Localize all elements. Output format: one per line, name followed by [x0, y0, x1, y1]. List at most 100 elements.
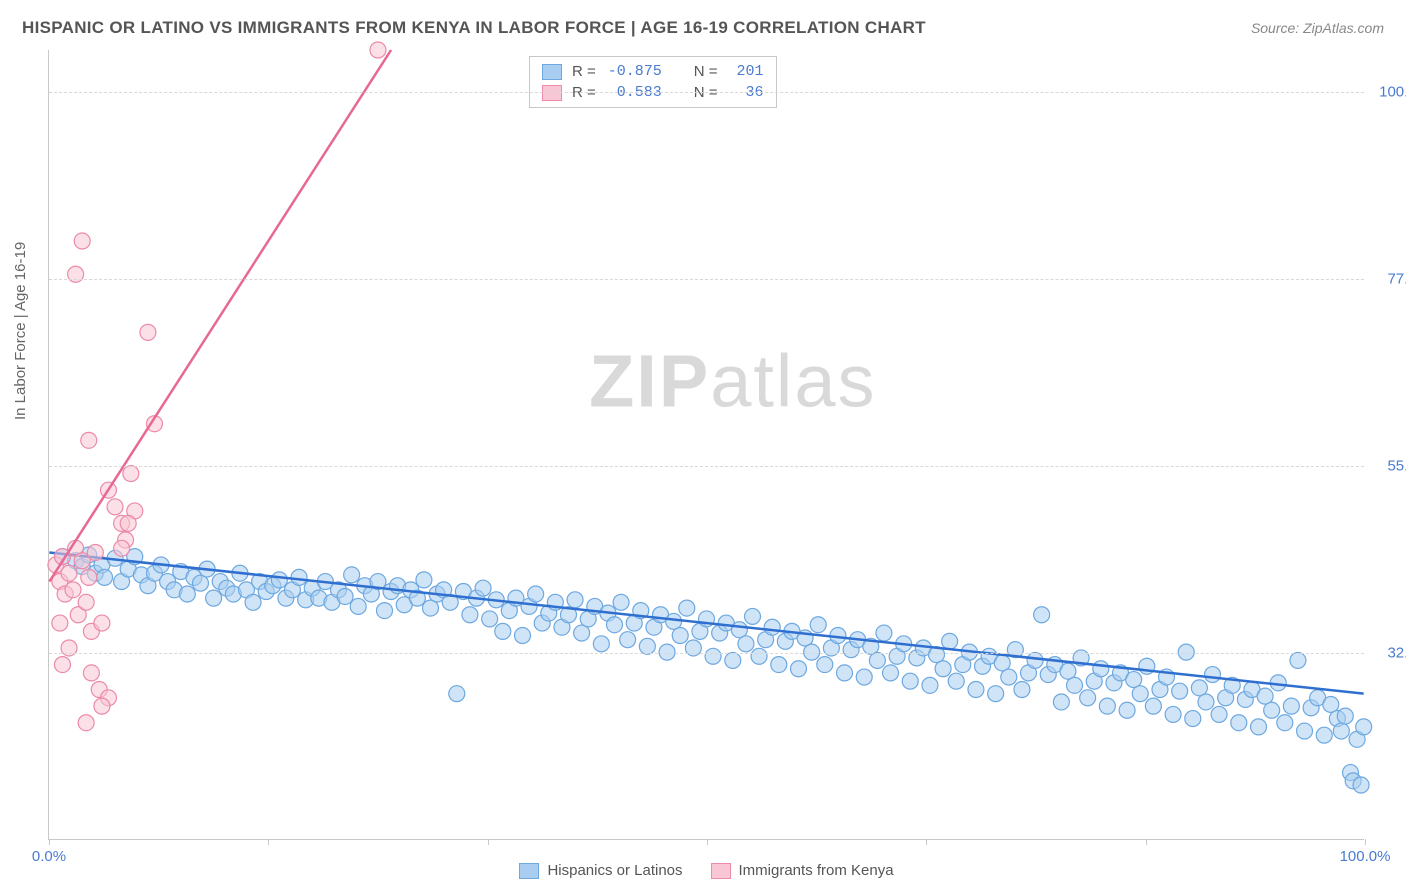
data-point: [1231, 715, 1247, 731]
data-point: [1353, 777, 1369, 793]
data-point: [810, 617, 826, 633]
data-point: [1172, 683, 1188, 699]
x-tick-label: 0.0%: [32, 848, 66, 865]
legend-r-value: -0.875: [606, 63, 662, 80]
data-point: [1290, 652, 1306, 668]
data-point: [620, 632, 636, 648]
data-point: [350, 598, 366, 614]
data-point: [416, 572, 432, 588]
data-point: [679, 600, 695, 616]
data-point: [725, 652, 741, 668]
data-point: [344, 567, 360, 583]
y-tick-label: 100.0%: [1370, 83, 1406, 100]
data-point: [449, 686, 465, 702]
data-point: [462, 607, 478, 623]
trend-line: [49, 50, 391, 582]
legend-label: Hispanics or Latinos: [547, 862, 682, 879]
data-point: [337, 588, 353, 604]
chart-title: HISPANIC OR LATINO VS IMMIGRANTS FROM KE…: [22, 18, 926, 38]
data-point: [705, 648, 721, 664]
data-point: [1337, 708, 1353, 724]
x-tick: [707, 839, 708, 845]
data-point: [1356, 719, 1372, 735]
data-point: [94, 698, 110, 714]
data-point: [837, 665, 853, 681]
data-point: [245, 594, 261, 610]
legend-r-label: R =: [572, 63, 596, 80]
data-point: [61, 565, 77, 581]
data-point: [876, 625, 892, 641]
data-point: [1185, 711, 1201, 727]
data-point: [968, 682, 984, 698]
data-point: [1264, 702, 1280, 718]
gridline: [49, 653, 1364, 654]
data-point: [78, 715, 94, 731]
data-point: [1251, 719, 1267, 735]
data-point: [83, 665, 99, 681]
data-point: [1080, 690, 1096, 706]
data-point: [81, 432, 97, 448]
y-tick-label: 77.5%: [1370, 270, 1406, 287]
x-tick-label: 100.0%: [1340, 848, 1391, 865]
data-point: [94, 615, 110, 631]
data-point: [567, 592, 583, 608]
data-point: [271, 572, 287, 588]
data-point: [771, 657, 787, 673]
data-point: [1093, 661, 1109, 677]
data-point: [751, 648, 767, 664]
title-bar: HISPANIC OR LATINO VS IMMIGRANTS FROM KE…: [22, 18, 1384, 38]
legend-stats-box: R =-0.875N =201R = 0.583N = 36: [529, 56, 777, 108]
data-point: [87, 544, 103, 560]
data-point: [738, 636, 754, 652]
data-point: [764, 619, 780, 635]
legend-swatch: [542, 64, 562, 80]
trend-line: [49, 552, 1363, 693]
data-point: [1297, 723, 1313, 739]
data-point: [902, 673, 918, 689]
x-tick: [488, 839, 489, 845]
data-point: [123, 466, 139, 482]
data-point: [74, 233, 90, 249]
plot-area: ZIPatlas R =-0.875N =201R = 0.583N = 36 …: [48, 50, 1364, 840]
data-point: [1099, 698, 1115, 714]
data-point: [1211, 706, 1227, 722]
data-point: [817, 657, 833, 673]
data-point: [1034, 607, 1050, 623]
chart-svg: [49, 50, 1364, 839]
data-point: [869, 652, 885, 668]
data-point: [1132, 686, 1148, 702]
data-point: [1001, 669, 1017, 685]
data-point: [1277, 715, 1293, 731]
data-point: [68, 266, 84, 282]
data-point: [935, 661, 951, 677]
data-point: [1205, 667, 1221, 683]
data-point: [528, 586, 544, 602]
gridline: [49, 466, 1364, 467]
data-point: [291, 569, 307, 585]
y-tick-label: 32.5%: [1370, 644, 1406, 661]
data-point: [1198, 694, 1214, 710]
data-point: [1119, 702, 1135, 718]
data-point: [856, 669, 872, 685]
data-point: [78, 594, 94, 610]
data-point: [613, 594, 629, 610]
data-point: [1333, 723, 1349, 739]
data-point: [475, 580, 491, 596]
data-point: [1014, 682, 1030, 698]
data-point: [482, 611, 498, 627]
legend-stat-row: R =-0.875N =201: [542, 61, 764, 82]
gridline: [49, 92, 1364, 93]
data-point: [988, 686, 1004, 702]
legend-bottom: Hispanics or LatinosImmigrants from Keny…: [49, 862, 1364, 879]
data-point: [1053, 694, 1069, 710]
data-point: [370, 42, 386, 58]
x-tick: [268, 839, 269, 845]
data-point: [1165, 706, 1181, 722]
data-point: [97, 569, 113, 585]
data-point: [791, 661, 807, 677]
data-point: [65, 582, 81, 598]
gridline: [49, 279, 1364, 280]
data-point: [922, 677, 938, 693]
x-tick: [49, 839, 50, 845]
data-point: [495, 623, 511, 639]
